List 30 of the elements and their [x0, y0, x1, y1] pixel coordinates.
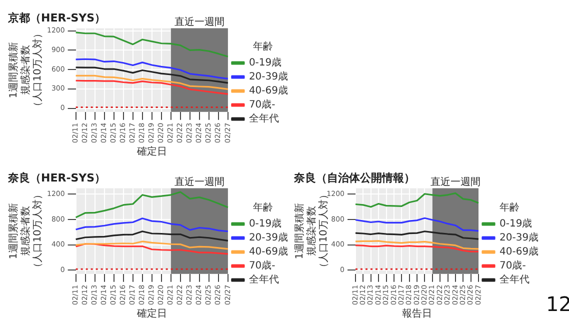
chart-title: 京都（HER-SYS）	[7, 11, 106, 24]
legend-label: 全年代	[248, 274, 279, 286]
x-axis-title: 確定日	[136, 146, 167, 158]
legend-label: 70歳-	[248, 98, 276, 111]
legend-label: 40-69歳	[248, 246, 288, 258]
legend-label: 20-39歳	[248, 70, 288, 83]
legend-label: 20-39歳	[248, 232, 288, 244]
legend-label: 40-69歳	[248, 84, 288, 97]
band-label: 直近一週間	[174, 176, 224, 188]
legend-label: 0-19歳	[248, 218, 282, 230]
legend-title: 年齢	[499, 202, 520, 214]
legend-label: 70歳-	[248, 260, 276, 272]
legend-label: 0-19歳	[248, 56, 282, 69]
legend-label: 20-39歳	[500, 232, 539, 244]
legend-title: 年齢	[252, 202, 273, 214]
band-label: 直近一週間	[430, 176, 480, 188]
x-axis-title: 確定日	[136, 308, 167, 320]
chart-title: 奈良（自治体公開情報）	[293, 171, 415, 184]
legend-label: 全年代	[500, 274, 530, 286]
legend-label: 0-19歳	[500, 218, 532, 230]
y-axis-title: 1週間累積新規感染者数（人口10万人対）	[8, 190, 44, 272]
legend-label: 70歳-	[500, 260, 526, 272]
band-label: 直近一週間	[174, 16, 224, 28]
y-axis-title: 1週間累積新規感染者数（人口10万人対）	[8, 28, 44, 112]
legend-title: 年齢	[252, 40, 273, 53]
text: 12	[546, 292, 569, 316]
x-axis-title: 報告日	[402, 308, 432, 320]
legend-label: 40-69歳	[500, 246, 539, 258]
legend-label: 全年代	[248, 112, 279, 125]
chart-title: 奈良（HER-SYS）	[7, 171, 106, 184]
